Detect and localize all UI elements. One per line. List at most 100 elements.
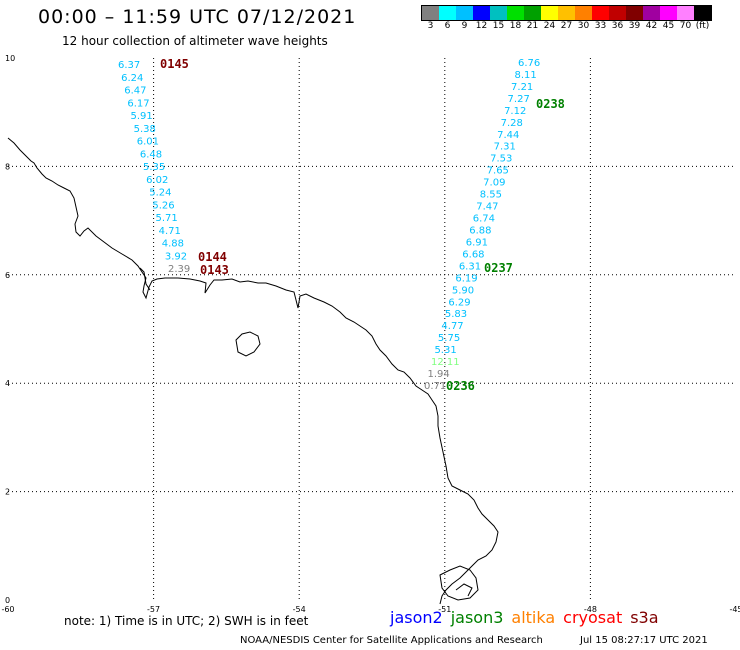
wave-height-value: 6.68	[462, 249, 484, 260]
footer-note: note: 1) Time is in UTC; 2) SWH is in fe…	[64, 614, 309, 628]
wave-height-value: 4.77	[441, 321, 463, 332]
legend-label: 18	[509, 21, 522, 31]
wave-height-value: 7.53	[490, 154, 512, 165]
legend-label: 39	[628, 21, 641, 31]
legend-swatch	[507, 6, 524, 20]
marajo-island	[439, 565, 479, 601]
wave-height-value: 5.71	[156, 213, 178, 224]
legend-label: 27	[560, 21, 573, 31]
lat-tick-label: 6	[5, 271, 10, 280]
lat-lon-grid	[8, 58, 736, 600]
wave-height-value: 5.24	[149, 188, 171, 199]
coastline	[7, 137, 499, 605]
color-scale-legend	[421, 5, 712, 21]
footer-timestamp: Jul 15 08:27:17 UTC 2021	[580, 635, 708, 646]
legend-label: 33	[594, 21, 607, 31]
legend-swatch	[490, 6, 507, 20]
satellite-legend: jason2 jason3 altika cryosat s3a	[390, 608, 667, 627]
wave-height-value: 7.21	[511, 82, 533, 93]
lat-tick-label: 10	[5, 54, 15, 63]
wave-height-value: 5.90	[452, 285, 474, 296]
legend-swatch	[643, 6, 660, 20]
lat-tick-label: 4	[5, 379, 10, 388]
lon-tick-label: -54	[293, 605, 306, 614]
legend-label: 3	[427, 21, 434, 31]
legend-label: 15	[492, 21, 505, 31]
south-america-coastline	[7, 137, 499, 605]
footer-credit: NOAA/NESDIS Center for Satellite Applica…	[240, 635, 543, 646]
lon-tick-label: -45	[729, 605, 740, 614]
wave-height-value: 6.91	[466, 237, 488, 248]
wave-height-value: 6.19	[455, 273, 477, 284]
wave-height-value: 5.31	[434, 345, 456, 356]
lat-tick-label: 2	[5, 488, 10, 497]
wave-height-value: 8.11	[515, 70, 537, 81]
legend-swatch	[541, 6, 558, 20]
legend-label: (ft)	[695, 21, 710, 31]
wave-height-value: 6.88	[469, 225, 491, 236]
wave-height-value: 5.26	[152, 200, 174, 211]
legend-swatch	[422, 6, 439, 20]
legend-swatch	[626, 6, 643, 20]
wave-height-value: 8.55	[480, 190, 502, 201]
wave-height-value: 6.01	[137, 137, 159, 148]
track-1: 6.37 6.24 6.476.17 5.91 5.38 6.016.48 5.35 6.02…	[118, 57, 229, 277]
wave-height-value: 6.24	[121, 73, 143, 84]
wave-height-value: 7.65	[487, 166, 509, 177]
pass-time-label: 0143	[200, 263, 229, 277]
wave-height-value: 7.28	[501, 118, 523, 129]
legend-swatch	[456, 6, 473, 20]
legend-swatch	[592, 6, 609, 20]
wave-height-value: 3.92	[165, 251, 187, 262]
wave-height-value: 6.74	[473, 214, 495, 225]
legend-label: 70	[679, 21, 692, 31]
satellite-label-cryosat: cryosat	[563, 608, 623, 627]
wave-height-value: 4.71	[159, 226, 181, 237]
pass-time-label: 0236	[446, 379, 475, 393]
legend-label: 21	[526, 21, 539, 31]
wave-height-value: 7.47	[476, 202, 498, 213]
wave-height-value: 5.75	[438, 333, 460, 344]
legend-swatch	[524, 6, 541, 20]
axis-tick-labels: -60 -57 -54 -51 -48 -45 0 2 4 6 8 10	[1, 54, 740, 614]
wave-height-value: 6.31	[459, 261, 481, 272]
map-subtitle: 12 hour collection of altimeter wave hei…	[62, 34, 328, 48]
legend-label: 12	[475, 21, 488, 31]
wave-height-value: 4.88	[162, 239, 184, 250]
amazon-channel	[455, 583, 473, 597]
pass-time-label: 0238	[536, 97, 565, 111]
island-east-of-coast	[235, 331, 261, 357]
satellite-label-altika: altika	[511, 608, 556, 627]
legend-label: 36	[611, 21, 624, 31]
legend-label: 24	[543, 21, 556, 31]
wave-height-value: 7.44	[497, 130, 519, 141]
legend-label: 42	[645, 21, 658, 31]
legend-swatch	[558, 6, 575, 20]
legend-swatch	[473, 6, 490, 20]
legend-swatch	[694, 6, 711, 20]
pass-time-label: 0144	[198, 250, 227, 264]
lon-tick-label: -48	[584, 605, 597, 614]
wave-height-value: 6.76	[518, 58, 540, 69]
essequibo-river-mouth	[139, 267, 151, 291]
wave-height-value: 5.35	[143, 162, 165, 173]
wave-height-value: 6.02	[146, 175, 168, 186]
wave-height-value: 6.47	[124, 86, 146, 97]
satellite-label-jason3: jason3	[450, 608, 504, 627]
wave-height-value: 1.94	[427, 369, 449, 380]
lon-tick-label: -57	[147, 605, 160, 614]
legend-label: 9	[461, 21, 468, 31]
map-title: 00:00 – 11:59 UTC 07/12/2021	[38, 6, 357, 28]
legend-label: 6	[444, 21, 451, 31]
legend-label: 45	[662, 21, 675, 31]
pass-time-label: 0145	[160, 57, 189, 71]
legend-swatch	[609, 6, 626, 20]
wave-height-value: 7.09	[483, 178, 505, 189]
wave-height-value: 5.38	[134, 124, 156, 135]
wave-height-value: 6.48	[140, 149, 162, 160]
wave-height-value: 2.39	[168, 264, 190, 275]
altimeter-tracks: 6.37 6.24 6.476.17 5.91 5.38 6.016.48 5.35 6.02…	[118, 57, 565, 393]
wave-height-value: 0.71	[424, 381, 446, 392]
satellite-label-s3a: s3a	[630, 608, 659, 627]
